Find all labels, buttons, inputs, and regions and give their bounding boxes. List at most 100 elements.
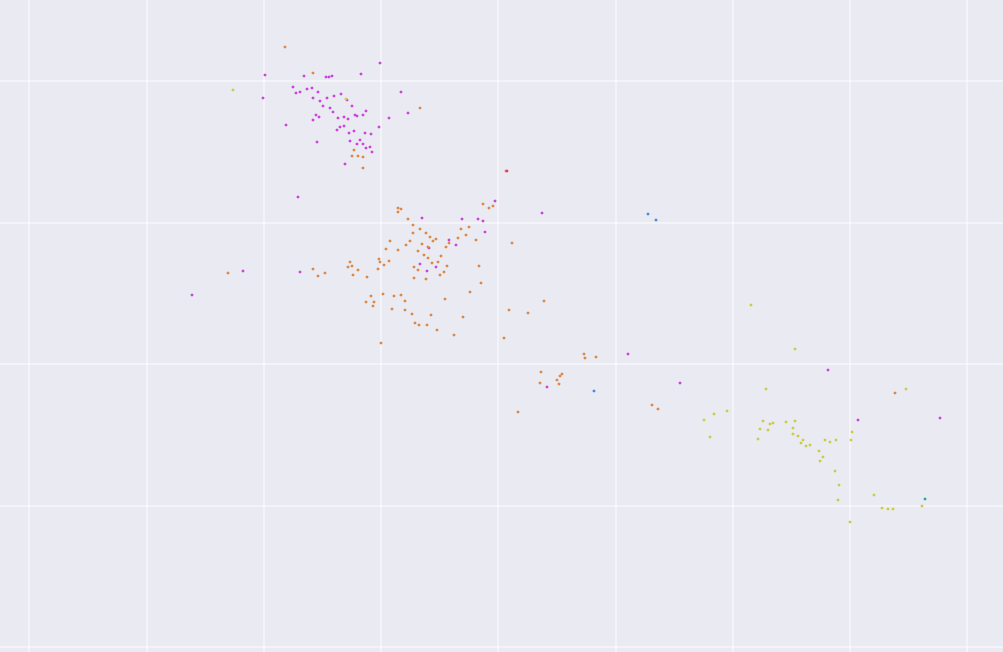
data-point bbox=[411, 231, 415, 235]
data-point bbox=[557, 382, 561, 386]
data-point bbox=[487, 206, 491, 210]
data-point bbox=[650, 403, 654, 407]
data-point bbox=[361, 113, 365, 117]
data-point bbox=[388, 239, 392, 243]
data-point bbox=[891, 507, 895, 511]
data-point bbox=[399, 90, 403, 94]
series-2 bbox=[231, 88, 924, 524]
data-point bbox=[361, 142, 365, 146]
data-point bbox=[310, 86, 314, 90]
data-point bbox=[428, 235, 432, 239]
data-point bbox=[764, 387, 768, 391]
data-point bbox=[355, 142, 359, 146]
data-point bbox=[318, 99, 322, 103]
data-point bbox=[502, 336, 506, 340]
data-point bbox=[818, 459, 822, 463]
data-point bbox=[332, 94, 336, 98]
data-point bbox=[190, 293, 194, 297]
data-point bbox=[836, 498, 840, 502]
data-point bbox=[510, 241, 514, 245]
data-point bbox=[348, 260, 352, 264]
data-point bbox=[412, 276, 416, 280]
data-point bbox=[311, 267, 315, 271]
data-point bbox=[771, 421, 775, 425]
data-point bbox=[886, 507, 890, 511]
data-point bbox=[406, 217, 410, 221]
data-point bbox=[893, 391, 897, 395]
data-point bbox=[821, 455, 825, 459]
data-point bbox=[311, 118, 315, 122]
data-point bbox=[390, 307, 394, 311]
data-point bbox=[425, 323, 429, 327]
data-point bbox=[766, 428, 770, 432]
data-point bbox=[379, 341, 383, 345]
data-point bbox=[422, 253, 426, 257]
data-point bbox=[904, 387, 908, 391]
data-point bbox=[330, 74, 334, 78]
data-point bbox=[444, 245, 448, 249]
data-point bbox=[231, 88, 235, 92]
data-point bbox=[479, 281, 483, 285]
data-point bbox=[411, 223, 415, 227]
data-point bbox=[545, 385, 549, 389]
data-point bbox=[298, 90, 302, 94]
data-point bbox=[558, 374, 562, 378]
data-point bbox=[338, 125, 342, 129]
data-point bbox=[358, 138, 362, 142]
data-point bbox=[483, 230, 487, 234]
data-point bbox=[364, 146, 368, 150]
data-point bbox=[348, 139, 352, 143]
data-point bbox=[347, 131, 351, 135]
data-point bbox=[848, 520, 852, 524]
data-point bbox=[369, 132, 373, 136]
data-point bbox=[387, 116, 391, 120]
data-point bbox=[392, 294, 396, 298]
data-point bbox=[474, 238, 478, 242]
data-point bbox=[382, 263, 386, 267]
data-point bbox=[626, 352, 630, 356]
data-point bbox=[384, 247, 388, 251]
data-point bbox=[434, 265, 438, 269]
data-point bbox=[678, 381, 682, 385]
data-point bbox=[226, 271, 230, 275]
data-point bbox=[761, 419, 765, 423]
data-point bbox=[396, 206, 400, 210]
data-point bbox=[302, 74, 306, 78]
data-point bbox=[418, 262, 422, 266]
data-point bbox=[784, 420, 788, 424]
data-point bbox=[420, 216, 424, 220]
data-point bbox=[791, 432, 795, 436]
data-point bbox=[294, 91, 298, 95]
data-point bbox=[339, 92, 343, 96]
data-point bbox=[291, 85, 295, 89]
data-point bbox=[296, 195, 300, 199]
data-point bbox=[476, 217, 480, 221]
data-point bbox=[416, 249, 420, 253]
data-point bbox=[560, 372, 564, 376]
data-point bbox=[880, 506, 884, 510]
data-point bbox=[346, 265, 350, 269]
data-point bbox=[464, 233, 468, 237]
data-points bbox=[190, 45, 942, 524]
data-point bbox=[399, 207, 403, 211]
data-point bbox=[923, 497, 927, 501]
data-point bbox=[555, 378, 559, 382]
data-point bbox=[442, 270, 446, 274]
data-point bbox=[756, 437, 760, 441]
data-point bbox=[403, 308, 407, 312]
data-point bbox=[837, 483, 841, 487]
data-point bbox=[352, 129, 356, 133]
data-point bbox=[582, 352, 586, 356]
data-point bbox=[507, 308, 511, 312]
data-point bbox=[656, 407, 660, 411]
data-point bbox=[702, 418, 706, 422]
data-point bbox=[456, 236, 460, 240]
data-point bbox=[477, 264, 481, 268]
data-point bbox=[404, 243, 408, 247]
data-point bbox=[324, 75, 328, 79]
data-point bbox=[793, 347, 797, 351]
data-point bbox=[426, 256, 430, 260]
data-point bbox=[438, 273, 442, 277]
